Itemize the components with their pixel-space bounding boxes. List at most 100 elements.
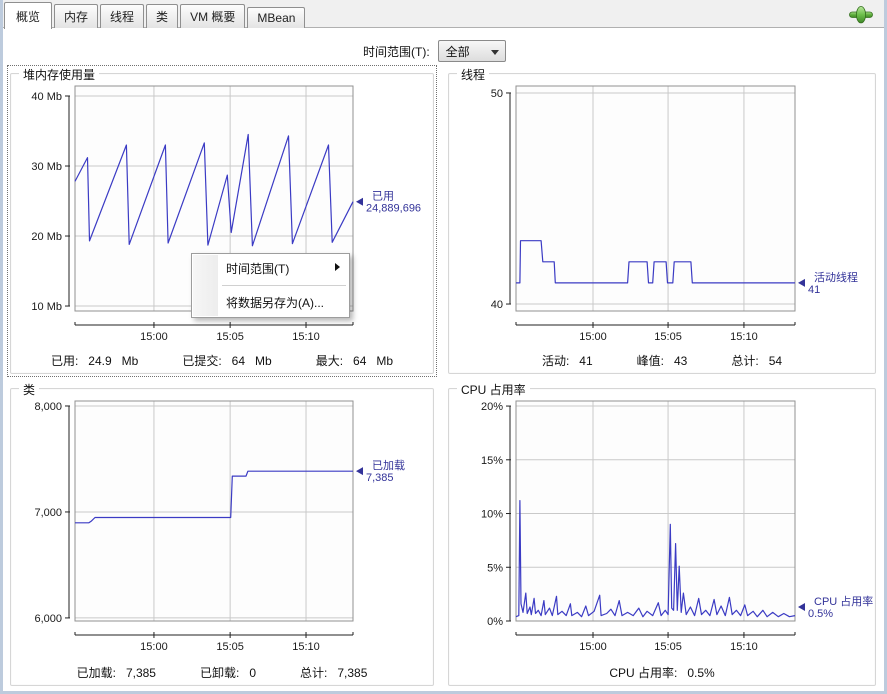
stat-label: 总计: bbox=[300, 666, 328, 680]
stat-value: 41 bbox=[579, 354, 593, 368]
stat-label: 已提交: bbox=[182, 354, 222, 368]
time-range-selected-value: 全部 bbox=[445, 44, 470, 59]
stat-label: 峰值: bbox=[636, 354, 664, 368]
x-tick-label: 15:05 bbox=[216, 331, 244, 343]
heap-stat: 已提交: 64 Mb bbox=[182, 352, 271, 369]
x-tick-label: 15:10 bbox=[292, 641, 320, 653]
stat-label: 已卸载: bbox=[199, 666, 240, 680]
y-tick-label: 5% bbox=[487, 562, 503, 574]
stat-unit: Mb bbox=[121, 354, 139, 368]
plot-area bbox=[75, 401, 353, 621]
chart-context-menu: 时间范围(T) 将数据另存为(A)... bbox=[191, 253, 350, 318]
x-tick-label: 15:00 bbox=[579, 641, 607, 653]
legend-name: 已用 bbox=[372, 191, 394, 203]
series-line bbox=[75, 470, 353, 524]
cpu-groupbox: CPU 占用率 bbox=[448, 381, 876, 686]
heap-memory-chart[interactable]: 10 Mb 20 Mb 30 Mb 40 Mb 15:00 15:05 15:10 已用24,… bbox=[8, 66, 436, 376]
stat-label: 最大: bbox=[315, 354, 344, 368]
legend-value: 24,889,696 bbox=[366, 203, 421, 215]
stat-label: 已加载: bbox=[76, 666, 116, 680]
cpu-usage-panel: CPU 占用率 0% 5% 10% 15% 20% 15:00 15:05 15:10 CPU … bbox=[446, 381, 878, 688]
legend-value: 0.5% bbox=[808, 608, 833, 620]
x-tick-label: 15:10 bbox=[730, 331, 758, 343]
y-tick-label: 50 bbox=[491, 88, 503, 100]
y-tick-label: 20 Mb bbox=[31, 231, 62, 243]
legend-marker-icon bbox=[798, 603, 805, 611]
threads-stats-row: 活动: 41 峰值: 43 总计: 54 bbox=[446, 352, 878, 369]
series-line bbox=[516, 240, 795, 284]
legend-name: 已加载 bbox=[372, 459, 405, 472]
tab-6[interactable]: MBean bbox=[247, 7, 306, 28]
y-tick-label: 20% bbox=[481, 401, 503, 413]
threads-panel: 线程 40 50 15:00 15:05 15:10 活动线程 41 活动: 41 峰值: 43 总… bbox=[446, 66, 878, 376]
stat-label: 总计: bbox=[731, 354, 759, 368]
classes-stats-row: 已加载: 7,385 已卸载: 0 总计: 7,385 bbox=[8, 664, 436, 681]
legend-marker-icon bbox=[356, 467, 363, 476]
chevron-down-icon bbox=[490, 50, 499, 55]
heap-groupbox: 堆内存使用量 bbox=[10, 66, 434, 374]
menu-item-1[interactable]: 时间范围(T) bbox=[192, 254, 349, 283]
cpu-stats-row: CPU 占用率: 0.5% bbox=[446, 664, 878, 681]
classes-panel: 类 6,000 7,000 8,000 15:00 15:05 15:10 已加载 7,385… bbox=[8, 381, 436, 688]
stat-label: 已用: bbox=[50, 354, 79, 368]
plot-border bbox=[74, 400, 354, 622]
plot-border bbox=[515, 85, 796, 312]
green-plug-icon bbox=[849, 6, 873, 24]
tab-2[interactable]: 内存 bbox=[54, 4, 99, 28]
classes-panel-title: 类 bbox=[19, 381, 40, 398]
menu-item-2[interactable]: 将数据另存为(A)... bbox=[226, 296, 324, 310]
y-tick-label: 40 Mb bbox=[31, 91, 62, 103]
heap-stat: 最大: 64 Mb bbox=[316, 352, 393, 369]
context-menu-gutter bbox=[193, 255, 218, 316]
x-tick-label: 15:05 bbox=[654, 331, 682, 343]
classes-stat: 总计: 7,385 bbox=[300, 664, 367, 681]
stat-label: CPU 占用率: bbox=[609, 666, 678, 680]
x-tick-label: 15:05 bbox=[654, 641, 682, 653]
y-tick-label: 10 Mb bbox=[31, 301, 62, 313]
legend-name: 活动线程 bbox=[814, 270, 858, 284]
tab-3[interactable]: 线程 bbox=[100, 4, 145, 28]
stat-unit: Mb bbox=[255, 354, 272, 368]
heap-stats-row: 已用: 24.9 Mb 已提交: 64 Mb 最大: 64 Mb bbox=[8, 352, 436, 369]
stat-value: 0 bbox=[249, 666, 257, 680]
plot-area bbox=[516, 86, 795, 311]
classes-stat: 已卸载: 0 bbox=[200, 664, 256, 681]
tab-1[interactable]: 概览 bbox=[4, 2, 53, 29]
overview-tab-content: 时间范围(T): 全部 堆内存使用量 10 Mb 20 Mb 30 Mb 40 Mb 1… bbox=[3, 27, 884, 691]
time-range-select[interactable]: 全部 bbox=[437, 40, 506, 62]
classes-stat: 已加载: 7,385 bbox=[77, 664, 156, 681]
menu-separator bbox=[222, 285, 346, 286]
y-tick-label: 7,000 bbox=[34, 507, 62, 519]
x-tick-label: 15:00 bbox=[140, 641, 168, 653]
heap-stat: 已用: 24.9 Mb bbox=[51, 352, 138, 369]
legend-value: 7,385 bbox=[366, 472, 394, 484]
legend-value: 41 bbox=[808, 284, 820, 296]
stat-value: 54 bbox=[768, 354, 783, 368]
x-tick-label: 15:00 bbox=[579, 331, 607, 343]
legend-marker-icon bbox=[356, 197, 363, 206]
threads-stat: 总计: 54 bbox=[731, 352, 782, 369]
threads-groupbox: 线程 bbox=[448, 66, 876, 374]
heap-memory-panel: 堆内存使用量 10 Mb 20 Mb 30 Mb 40 Mb 15:00 15:05 15:… bbox=[7, 65, 437, 377]
series-line bbox=[74, 133, 354, 247]
stat-value: 64 bbox=[231, 354, 246, 368]
tab-4[interactable]: 类 bbox=[146, 4, 179, 28]
plot-area bbox=[516, 401, 795, 621]
y-tick-label: 30 Mb bbox=[31, 161, 62, 173]
cpu-panel-title: CPU 占用率 bbox=[457, 381, 530, 398]
stat-value: 7,385 bbox=[337, 666, 368, 680]
y-tick-label: 6,000 bbox=[34, 613, 62, 625]
threads-stat: 峰值: 43 bbox=[637, 352, 688, 369]
stat-value: 0.5% bbox=[687, 666, 715, 680]
stat-unit: Mb bbox=[376, 354, 394, 368]
time-range-label: 时间范围(T): bbox=[363, 44, 430, 59]
y-tick-label: 10% bbox=[481, 509, 503, 521]
connection-status-icon[interactable] bbox=[848, 5, 874, 24]
x-tick-label: 15:10 bbox=[730, 641, 758, 653]
legend-marker-icon bbox=[798, 278, 805, 287]
tab-5[interactable]: VM 概要 bbox=[180, 4, 246, 28]
stat-value: 24.9 bbox=[88, 354, 112, 368]
